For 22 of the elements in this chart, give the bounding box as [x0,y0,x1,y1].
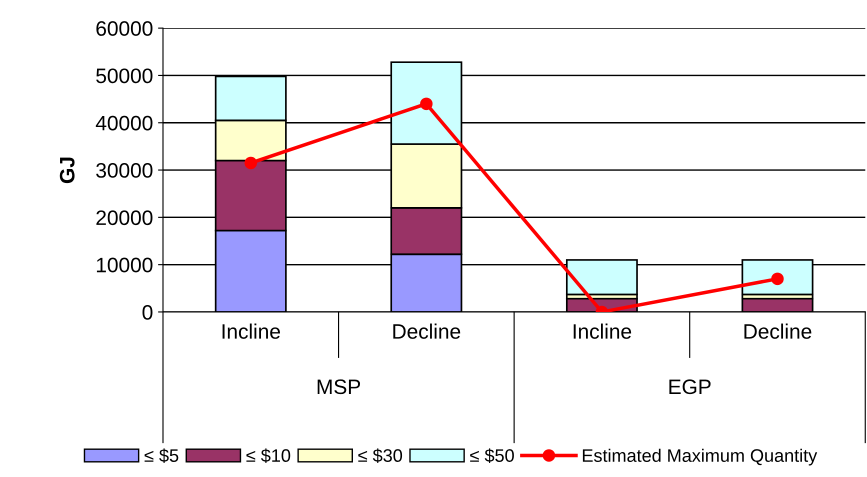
x-tick-label: Incline [574,324,632,339]
y-tick-label: 50000 [96,68,152,84]
point [420,98,433,110]
y-tick-label: 60000 [96,21,152,36]
text: MSP [318,379,360,394]
x-tick-label: Incline [222,324,280,339]
y-tick-label: 0 [142,304,152,320]
text: EGP [669,379,711,394]
x-tick-label: Decline [393,324,460,339]
legend-label: ≤ $10 [246,448,290,464]
y-axis-title: GJ [60,158,75,184]
legend-label: ≤ $5 [144,448,178,464]
point [771,272,784,286]
y-tick-label: 40000 [96,116,152,130]
y-tick-label: 10000 [96,258,152,272]
y-tick-label: 30000 [96,163,152,178]
y-tick-label: 20000 [96,210,152,226]
x-tick-label: Decline [744,324,812,339]
point [244,156,258,170]
legend-label: ≤ $50 [470,448,514,464]
legend-label: Estimated Maximum Quantity [582,448,818,466]
legend-label: ≤ $30 [358,448,402,464]
